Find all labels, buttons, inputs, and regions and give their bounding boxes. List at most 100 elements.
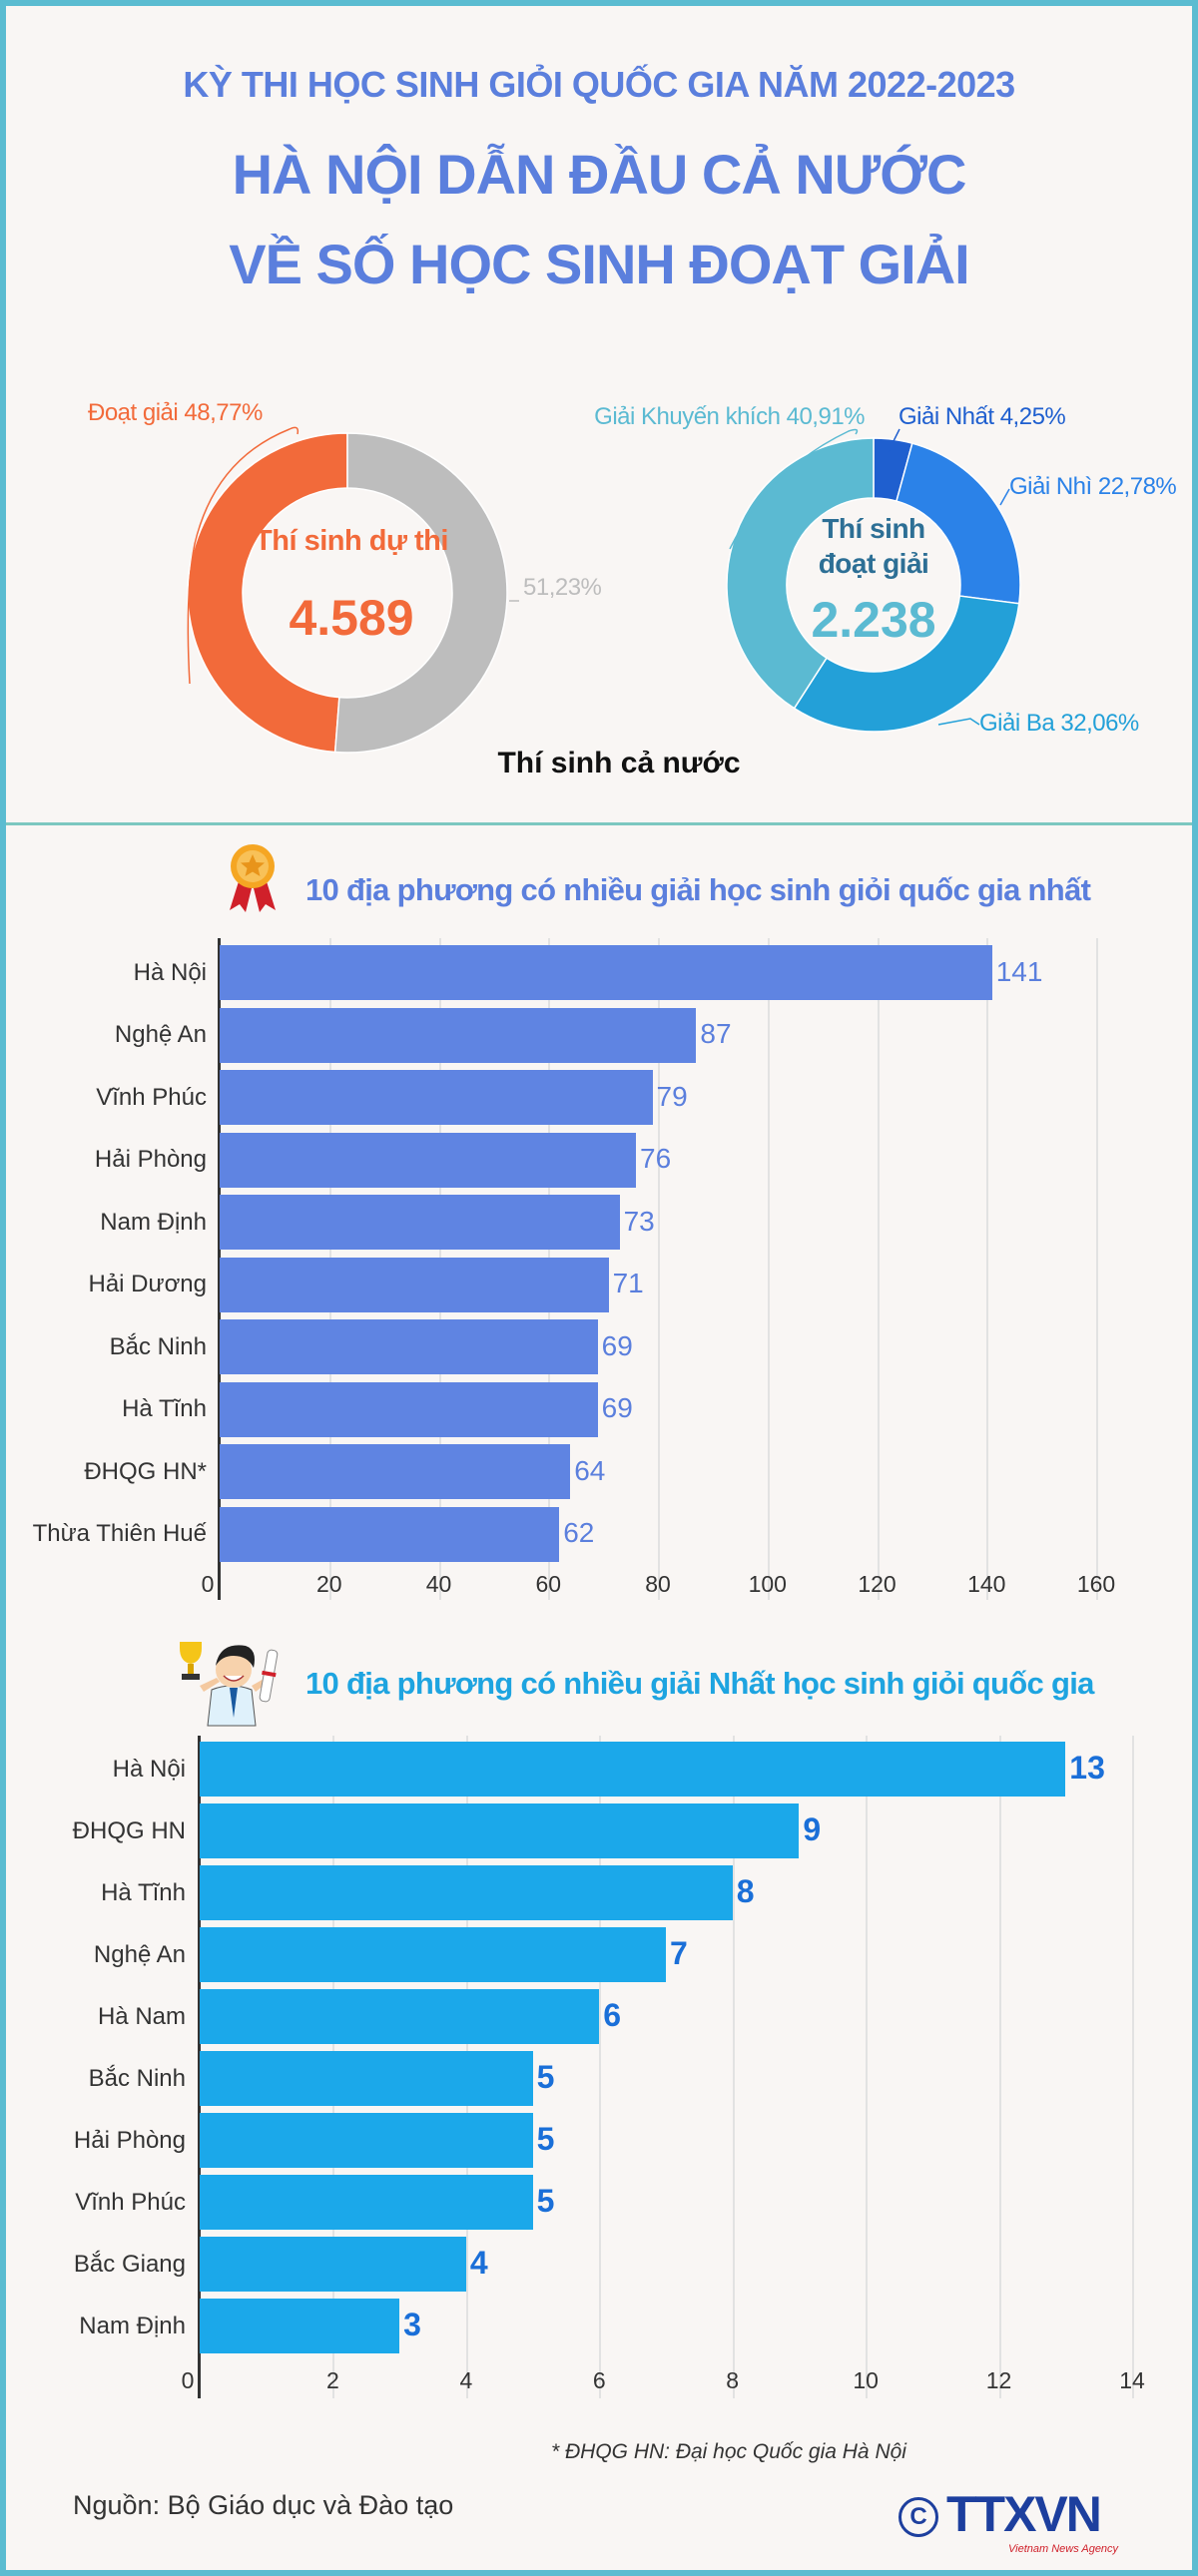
bar — [220, 1444, 571, 1499]
slice-label-not-awarded: 51,23% — [523, 574, 602, 601]
y-axis-line — [218, 938, 221, 1600]
category-label: Thừa Thiên Huế — [32, 1520, 207, 1547]
logo-subtext: Vietnam News Agency — [1008, 2543, 1119, 2555]
chart1-title: 10 địa phương có nhiều giải học sinh giỏ… — [305, 872, 1091, 907]
x-tick-label: 20 — [315, 1571, 342, 1597]
x-tick-label: 2 — [326, 2367, 339, 2393]
donut2-center-label-line1: Thí sinh — [822, 513, 925, 544]
leader-line-ba — [937, 718, 980, 726]
category-label: Vĩnh Phúc — [96, 1083, 207, 1111]
category-label: Vĩnh Phúc — [75, 2188, 186, 2216]
x-tick-label: 4 — [459, 2367, 473, 2393]
donut1-center-label: Thí sinh dự thi — [255, 525, 448, 557]
value-label: 62 — [563, 1517, 595, 1549]
value-label: 6 — [603, 1997, 622, 2034]
gridline — [1096, 938, 1098, 1600]
bar — [200, 2237, 466, 2292]
x-tick-label: 140 — [967, 1571, 1006, 1597]
x-tick-label: 100 — [748, 1571, 787, 1597]
value-label: 3 — [403, 2307, 421, 2343]
category-label: Nghệ An — [114, 1021, 207, 1048]
x-tick-label: 80 — [645, 1571, 671, 1597]
bar — [200, 1742, 1066, 1797]
donut-slice — [187, 432, 348, 754]
x-tick-label: 160 — [1076, 1571, 1116, 1597]
leader-line-nhi — [999, 488, 1010, 506]
value-label: 69 — [601, 1329, 633, 1361]
x-tick-label: 120 — [858, 1571, 897, 1597]
slice-label-nhi: Giải Nhì 22,78% — [1009, 473, 1177, 500]
value-label: 13 — [1069, 1750, 1105, 1787]
bar — [220, 1506, 560, 1562]
category-label: Hà Tĩnh — [122, 1395, 207, 1422]
value-label: 5 — [536, 2121, 555, 2158]
x-tick-label: 6 — [592, 2367, 606, 2393]
logo-text: TTXVN — [946, 2486, 1102, 2542]
bar — [220, 1007, 697, 1063]
gridline — [658, 938, 660, 1600]
value-label: 69 — [601, 1392, 633, 1424]
bar — [220, 1381, 598, 1437]
bar — [200, 2113, 533, 2168]
section-divider — [6, 822, 1192, 825]
bar — [200, 1803, 800, 1858]
bar — [220, 1319, 598, 1374]
x-tick-label: 14 — [1119, 2367, 1145, 2393]
bar — [220, 1070, 653, 1125]
category-label: Hà Tĩnh — [101, 1878, 186, 1906]
donut1-center-value: 4.589 — [289, 590, 414, 646]
category-label: Nam Định — [79, 2312, 186, 2339]
gridline — [599, 1736, 602, 2398]
donut-slice — [726, 437, 875, 710]
donut-slice — [333, 432, 508, 754]
donut1-caption: Thí sinh cả nước — [497, 747, 741, 779]
main-title-line2: VỀ SỐ HỌC SINH ĐOẠT GIẢI — [229, 233, 969, 295]
value-label: 5 — [536, 2059, 555, 2096]
value-label: 73 — [623, 1205, 655, 1237]
bar — [220, 945, 992, 1000]
value-label: 9 — [803, 1811, 822, 1848]
value-label: 87 — [700, 1018, 732, 1050]
category-label: Hà Nam — [97, 2002, 186, 2030]
category-label: Bắc Giang — [73, 2250, 186, 2278]
kicker-title: KỲ THI HỌC SINH GIỎI QUỐC GIA NĂM 2022-2… — [183, 64, 1015, 105]
bar — [200, 1927, 666, 1982]
gridline — [732, 1736, 735, 2398]
footnote: * ĐHQG HN: Đại học Quốc gia Hà Nội — [551, 2440, 906, 2463]
x-tick-label: 10 — [853, 2367, 879, 2393]
bar — [220, 1132, 637, 1188]
category-label: Nam Định — [100, 1208, 207, 1236]
student-trophy-icon — [180, 1642, 279, 1727]
gridline — [767, 938, 770, 1600]
x-tick-label: 12 — [985, 2367, 1012, 2393]
category-label: Bắc Ninh — [88, 2064, 186, 2092]
medal-icon — [230, 844, 276, 912]
slice-label-kk: Giải Khuyến khích 40,91% — [594, 403, 865, 430]
slice-label-ba: Giải Ba 32,06% — [979, 710, 1139, 737]
donut-slice — [793, 595, 1020, 733]
donut2-center-value: 2.238 — [811, 592, 936, 648]
leader-line-nhat — [888, 428, 900, 452]
category-label: Nghệ An — [93, 1940, 186, 1968]
bar — [200, 1865, 733, 1920]
x-tick-label: 0 — [201, 1571, 215, 1597]
bar — [200, 2299, 400, 2353]
ttxvn-logo: C TTXVN Vietnam News Agency — [898, 2489, 1150, 2559]
bar — [200, 1989, 600, 2044]
value-label: 76 — [640, 1143, 672, 1175]
slice-label-awarded: Đoạt giải 48,77% — [88, 399, 263, 426]
bar — [200, 2051, 533, 2106]
category-label: Hải Dương — [88, 1271, 207, 1297]
gridline — [866, 1736, 869, 2398]
category-label: Hải Phòng — [94, 1146, 207, 1173]
leader-line-kk — [729, 428, 859, 550]
value-label: 4 — [469, 2245, 488, 2282]
value-label: 5 — [536, 2183, 555, 2220]
x-tick-label: 0 — [181, 2367, 195, 2393]
value-label: 71 — [612, 1268, 644, 1299]
bar — [220, 1195, 620, 1250]
bar — [200, 2175, 533, 2230]
donut-chart-awards — [726, 428, 1021, 733]
category-label: Hà Nội — [133, 958, 207, 986]
chart2-title: 10 địa phương có nhiều giải Nhất học sin… — [305, 1666, 1094, 1701]
